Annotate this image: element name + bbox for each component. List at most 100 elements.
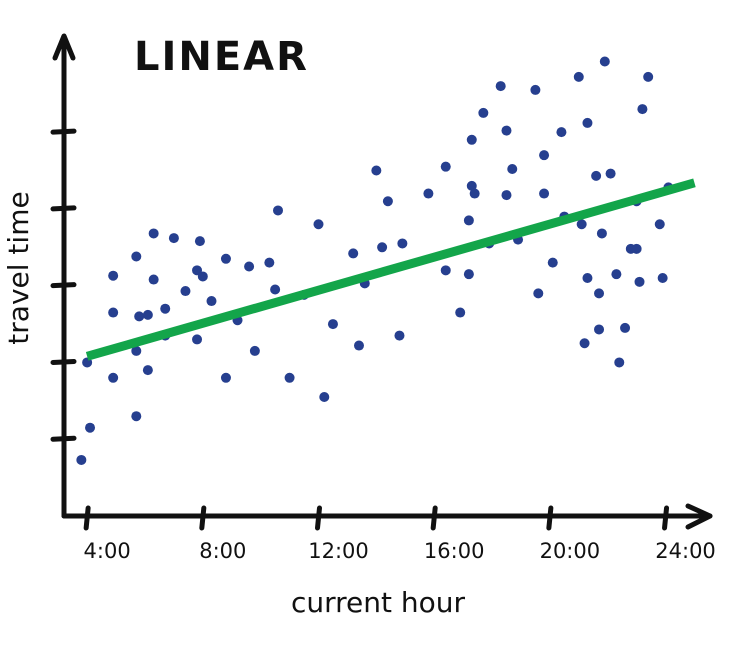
data-point-48 — [455, 307, 466, 318]
data-points — [76, 56, 674, 465]
data-point-5 — [108, 307, 119, 318]
data-point-78 — [611, 269, 622, 280]
data-point-51 — [466, 134, 477, 145]
data-point-13 — [148, 274, 159, 285]
data-point-69 — [576, 219, 587, 230]
data-point-14 — [148, 228, 159, 239]
data-point-79 — [614, 357, 625, 368]
data-point-50 — [466, 180, 477, 191]
data-point-2 — [85, 422, 96, 433]
y-tick-3 — [50, 282, 77, 289]
x-tick-24:00 — [662, 505, 670, 531]
data-point-41 — [377, 242, 388, 253]
data-point-6 — [108, 270, 119, 281]
data-point-29 — [264, 257, 275, 268]
x-tick-20:00 — [546, 505, 554, 531]
data-point-21 — [197, 271, 208, 282]
y-axis-label: travel time — [2, 191, 35, 344]
data-point-72 — [582, 117, 593, 128]
data-point-84 — [637, 104, 648, 115]
data-point-68 — [573, 71, 584, 82]
chart-title: LINEAR — [134, 34, 309, 80]
x-tick-labels: 4:00 8:00 12:00 16:00 20:00 24:00 — [84, 539, 716, 563]
data-point-74 — [594, 288, 605, 299]
x-axis-arrow — [685, 503, 713, 530]
x-tick-8:00 — [199, 505, 207, 531]
data-point-46 — [440, 161, 451, 172]
trend-line — [85, 178, 696, 361]
data-point-31 — [273, 205, 284, 216]
data-point-52 — [469, 188, 480, 199]
data-point-43 — [394, 330, 405, 341]
data-point-17 — [168, 233, 179, 244]
data-point-36 — [327, 319, 338, 330]
data-point-59 — [507, 163, 518, 174]
data-point-16 — [160, 303, 171, 314]
data-point-47 — [440, 265, 451, 276]
y-axis-arrow — [52, 33, 76, 61]
data-point-61 — [530, 84, 541, 95]
data-point-9 — [134, 311, 145, 322]
data-point-34 — [313, 219, 324, 230]
data-point-66 — [556, 127, 567, 138]
data-point-80 — [620, 322, 631, 333]
data-point-65 — [547, 257, 558, 268]
x-tick-label-8:00: 8:00 — [199, 539, 246, 563]
data-point-7 — [131, 411, 142, 422]
data-point-89 — [631, 243, 642, 254]
x-ticks — [83, 505, 670, 531]
data-point-23 — [206, 296, 217, 307]
data-point-49 — [463, 215, 474, 226]
data-point-11 — [142, 365, 153, 376]
data-point-12 — [142, 309, 153, 320]
x-tick-label-4:00: 4:00 — [84, 539, 131, 563]
data-point-54 — [478, 107, 489, 118]
data-point-87 — [657, 273, 668, 283]
data-point-40 — [371, 165, 382, 176]
data-point-45 — [423, 188, 434, 199]
data-point-44 — [397, 238, 408, 249]
x-tick-16:00 — [430, 505, 438, 531]
data-point-1 — [76, 454, 87, 465]
data-point-63 — [539, 188, 550, 199]
data-point-62 — [533, 288, 544, 299]
data-point-18 — [180, 286, 191, 297]
data-point-35 — [319, 392, 330, 402]
data-point-4 — [108, 372, 119, 383]
x-tick-4:00 — [83, 505, 91, 531]
data-point-83 — [634, 276, 645, 287]
x-tick-label-20:00: 20:00 — [540, 539, 601, 563]
data-point-56 — [495, 81, 506, 92]
x-tick-label-12:00: 12:00 — [308, 539, 369, 563]
data-point-32 — [284, 372, 295, 383]
data-point-57 — [501, 190, 512, 201]
x-axis-label: current hour — [291, 586, 466, 619]
data-point-90 — [605, 168, 616, 179]
y-tick-5 — [50, 128, 77, 135]
data-point-22 — [194, 236, 205, 247]
y-ticks — [50, 128, 77, 442]
data-point-25 — [220, 253, 231, 264]
data-point-71 — [582, 273, 593, 283]
data-point-8 — [131, 345, 142, 356]
data-point-70 — [579, 338, 590, 349]
data-point-42 — [382, 196, 393, 207]
x-tick-label-16:00: 16:00 — [424, 539, 485, 563]
x-tick-12:00 — [314, 505, 322, 531]
data-point-64 — [539, 150, 550, 161]
data-point-24 — [220, 372, 231, 383]
x-tick-label-24:00: 24:00 — [655, 539, 716, 563]
y-tick-4 — [50, 205, 77, 212]
data-point-27 — [244, 261, 255, 272]
y-tick-1 — [50, 435, 77, 442]
y-tick-2 — [50, 358, 77, 365]
data-point-28 — [249, 345, 260, 356]
data-point-38 — [353, 340, 364, 351]
data-point-30 — [270, 284, 281, 295]
data-point-77 — [599, 56, 610, 67]
data-point-86 — [654, 219, 665, 230]
data-point-53 — [463, 269, 474, 280]
data-point-76 — [596, 228, 607, 239]
data-point-75 — [594, 324, 605, 335]
